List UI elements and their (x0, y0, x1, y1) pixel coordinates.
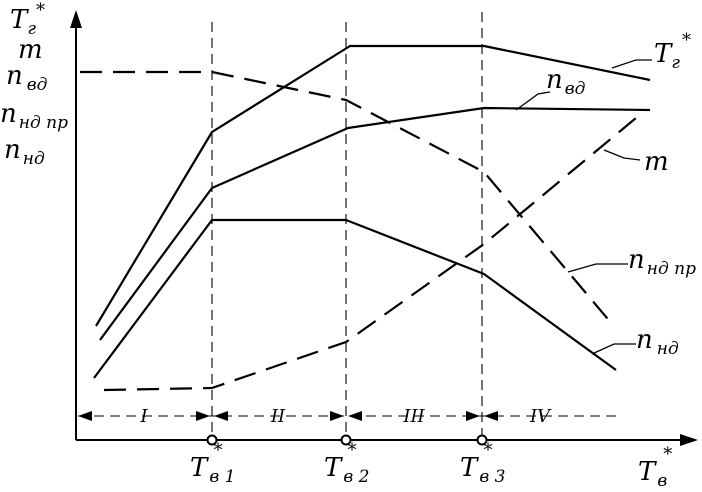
zone-label-3: III (402, 406, 425, 427)
tick-marker-tv1 (206, 434, 218, 446)
x-axis-arrow (680, 434, 698, 446)
y-label-n-nd-pr: n нд пр (0, 99, 68, 133)
y-label-m: m (18, 35, 43, 65)
leader-n-vd (515, 91, 551, 111)
leader-m (603, 149, 641, 161)
tick-marker-tv3 (476, 434, 488, 446)
zone-label-2: II (270, 406, 286, 427)
curve-n-nd (93, 218, 617, 379)
zone-label-4: IV (529, 406, 552, 427)
curve-t-g (95, 44, 651, 327)
y-label-n-nd: n нд (4, 135, 45, 169)
curve-m (103, 117, 637, 392)
leader-n-nd-pr (567, 263, 628, 273)
leader-n-nd (591, 343, 636, 355)
curve-label-t-g: Tг* (654, 30, 691, 73)
y-label-t-g: Tг* (10, 0, 45, 39)
curve-label-n-nd: n нд (636, 325, 679, 359)
y-axis-arrow (70, 10, 82, 28)
curve-label-m: m (644, 147, 669, 177)
curve-label-n-vd: n вд (546, 65, 586, 99)
y-label-n-vd: n вд (6, 61, 48, 95)
tick-marker-tv2 (340, 434, 352, 446)
leader-t-g (611, 59, 652, 69)
curve-n-nd-pr (80, 70, 613, 325)
curve-label-n-nd-pr: n нд пр (628, 245, 696, 279)
zone-label-1: I (139, 406, 148, 427)
zone-arrows (78, 411, 498, 421)
curve-n-vd (99, 106, 651, 341)
